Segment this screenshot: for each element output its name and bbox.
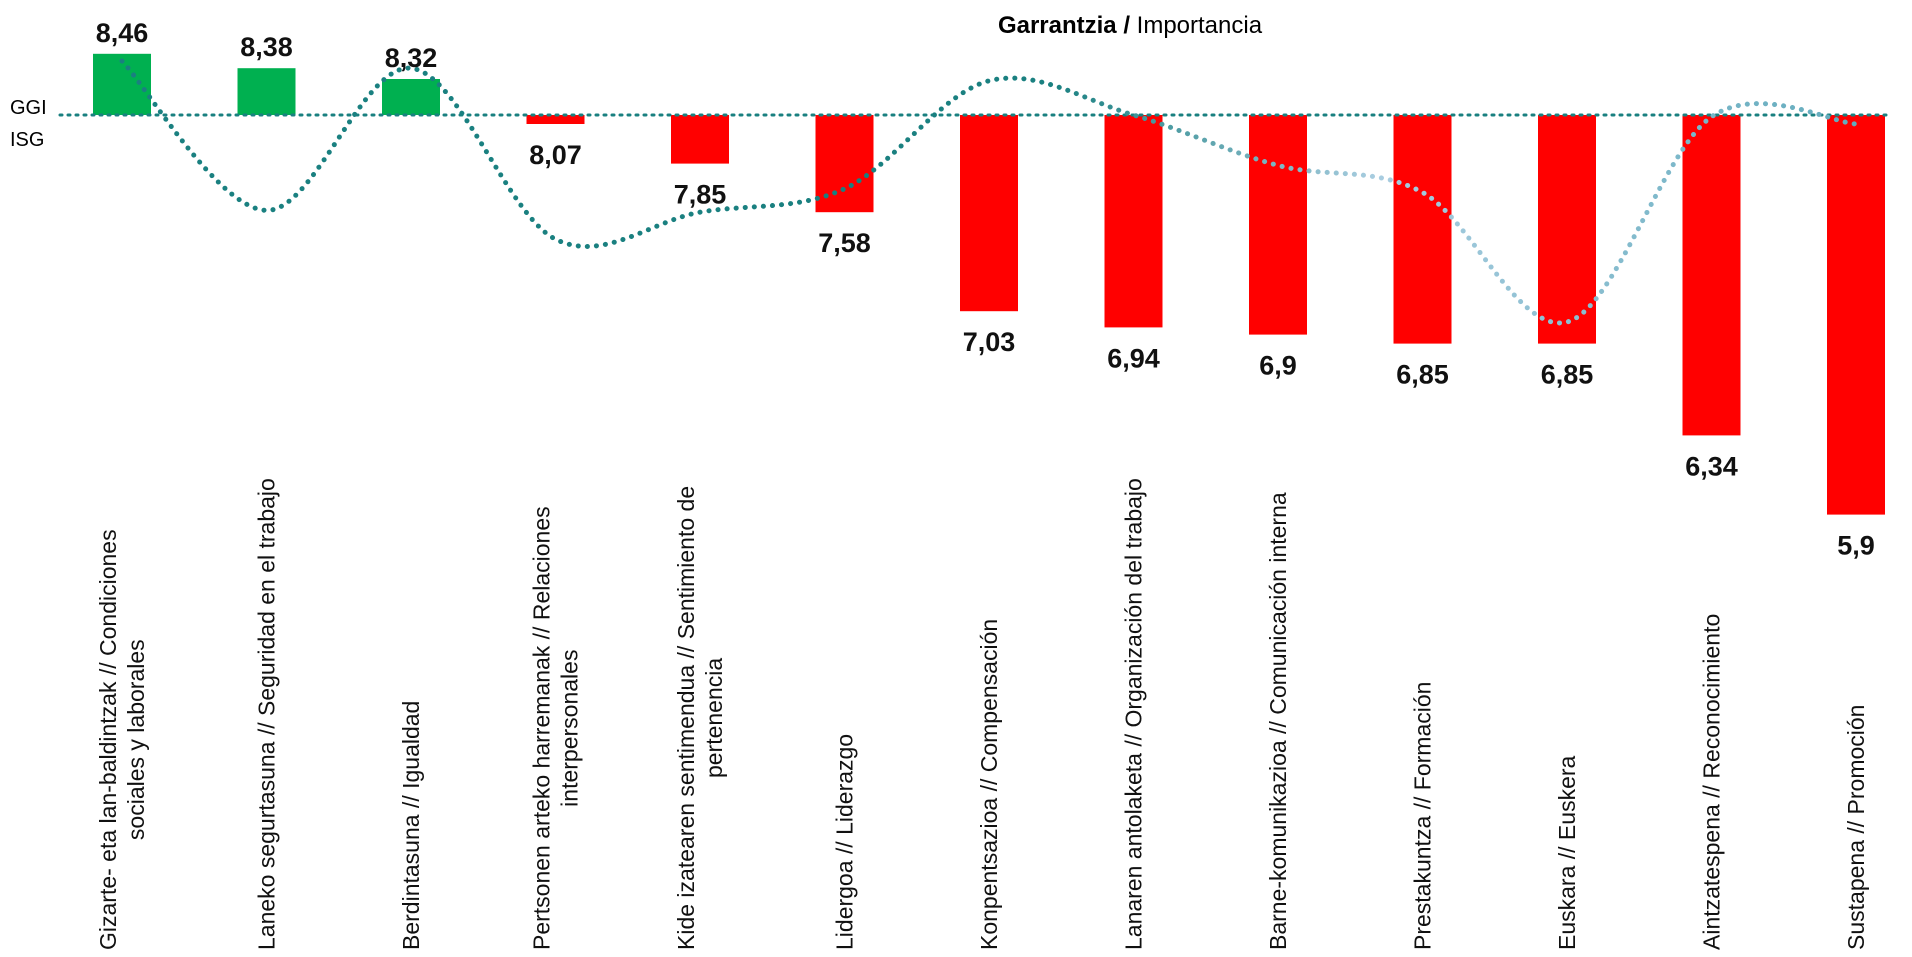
category-label-4-line-1: pertenencia (701, 658, 727, 778)
category-label-3: Pertsonen arteko harremanak // Relacione… (529, 506, 583, 950)
category-label-11: Aintzatespena // Reconocimiento (1699, 614, 1725, 950)
reference-label-eu: GGI (10, 97, 47, 119)
value-label-2: 8,32 (385, 43, 438, 73)
category-label-2: Berdintasuna // Igualdad (398, 701, 424, 950)
value-label-4: 7,85 (674, 180, 727, 210)
bars-layer (93, 53, 1885, 515)
chart-title: Garrantzia / Importancia (998, 12, 1263, 39)
value-label-7: 6,94 (1107, 343, 1160, 373)
reference-label-es: ISG (10, 129, 44, 151)
bar-9 (1393, 115, 1452, 344)
chart-title-bold: Garrantzia / (998, 12, 1130, 39)
category-label-8-line-0: Barne-komunikazioa // Comunicación inter… (1265, 492, 1291, 950)
bar-3 (526, 115, 585, 124)
value-label-6: 7,03 (963, 327, 1016, 357)
category-label-5: Lidergoa // Liderazgo (832, 734, 858, 950)
category-label-0-line-0: Gizarte- eta lan-baldintzak // Condicion… (95, 529, 121, 950)
value-label-9: 6,85 (1396, 360, 1449, 390)
bar-10 (1538, 115, 1596, 344)
value-label-8: 6,9 (1259, 351, 1297, 381)
category-label-5-line-0: Lidergoa // Liderazgo (832, 734, 858, 950)
importance-curve (119, 58, 1859, 326)
bar-11 (1682, 115, 1741, 436)
category-label-3-line-1: interpersonales (557, 650, 583, 807)
bar-1 (237, 68, 296, 115)
category-label-0: Gizarte- eta lan-baldintzak // Condicion… (95, 529, 149, 950)
bar-12 (1827, 115, 1885, 515)
category-label-8: Barne-komunikazioa // Comunicación inter… (1265, 492, 1291, 950)
category-label-6-line-0: Konpentsazioa // Compensación (976, 619, 1002, 950)
value-label-0: 8,46 (96, 18, 149, 48)
category-label-0-line-1: sociales y laborales (123, 639, 149, 840)
category-label-7-line-0: Lanaren antolaketa // Organización del t… (1121, 478, 1147, 950)
category-label-11-line-0: Aintzatespena // Reconocimiento (1699, 614, 1725, 950)
category-label-12-line-0: Sustapena // Promoción (1843, 705, 1869, 950)
value-label-3: 8,07 (529, 140, 582, 170)
bar-6 (960, 115, 1018, 312)
category-label-9: Prestakuntza // Formación (1410, 682, 1436, 950)
category-label-3-line-0: Pertsonen arteko harremanak // Relacione… (529, 506, 555, 950)
bar-5 (815, 115, 874, 213)
bar-7 (1104, 115, 1163, 328)
category-label-10-line-0: Euskara // Euskera (1554, 755, 1580, 950)
category-label-1: Laneko segurtasuna // Seguridad en el tr… (254, 478, 280, 950)
category-label-7: Lanaren antolaketa // Organización del t… (1121, 478, 1147, 950)
bar-4 (671, 115, 729, 164)
bar-8 (1249, 115, 1307, 335)
category-label-4-line-0: Kide izatearen sentimendua // Sentimient… (673, 486, 699, 950)
category-label-12: Sustapena // Promoción (1843, 705, 1869, 950)
value-label-5: 7,58 (818, 228, 871, 258)
value-label-12: 5,9 (1837, 531, 1875, 561)
category-labels-layer: Gizarte- eta lan-baldintzak // Condicion… (95, 478, 1869, 950)
chart-title-rest: Importancia (1130, 12, 1263, 39)
value-label-11: 6,34 (1685, 451, 1738, 481)
bar-0 (93, 53, 151, 115)
category-label-6: Konpentsazioa // Compensación (976, 619, 1002, 950)
category-label-4: Kide izatearen sentimendua // Sentimient… (673, 486, 727, 950)
value-label-1: 8,38 (240, 32, 293, 62)
category-label-1-line-0: Laneko segurtasuna // Seguridad en el tr… (254, 478, 280, 950)
category-label-2-line-0: Berdintasuna // Igualdad (398, 701, 424, 950)
bar-2 (382, 79, 440, 115)
category-label-9-line-0: Prestakuntza // Formación (1410, 682, 1436, 950)
value-label-10: 6,85 (1541, 360, 1594, 390)
value-labels-layer: 8,46 8,38 8,32 8,07 7,85 7,58 7,03 6,94 6,9 6,85 6… (96, 18, 1875, 561)
category-label-10: Euskara // Euskera (1554, 755, 1580, 950)
